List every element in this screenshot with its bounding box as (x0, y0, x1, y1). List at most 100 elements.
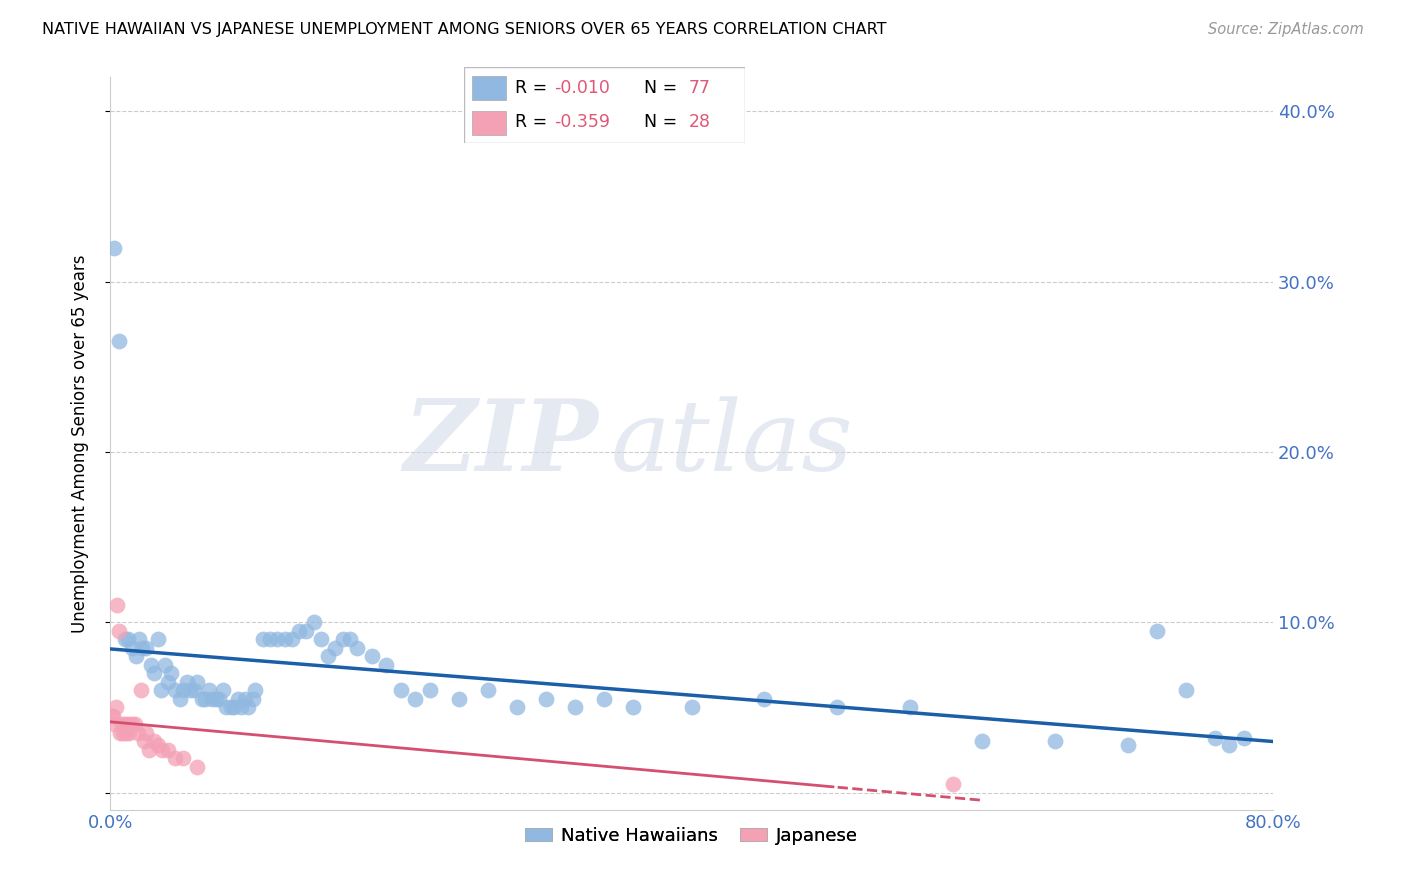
Point (127, 726, 149, 740)
Point (259, 632, 281, 647)
Point (325, 640, 347, 655)
Point (212, 683, 235, 698)
Point (190, 691, 212, 706)
Point (245, 683, 267, 698)
Point (238, 700, 260, 714)
Point (172, 683, 194, 698)
Point (266, 632, 288, 647)
Point (139, 657, 162, 672)
Bar (472, 76, 506, 100)
Point (419, 683, 441, 698)
Point (215, 700, 238, 714)
Point (100, 709, 122, 723)
Point (183, 683, 205, 698)
Point (142, 666, 165, 681)
Point (447, 691, 470, 706)
Point (972, 734, 994, 748)
Point (146, 632, 169, 647)
Point (135, 726, 157, 740)
Point (375, 657, 398, 672)
Point (360, 649, 382, 664)
Point (1116, 738, 1139, 752)
Point (124, 717, 146, 731)
Point (111, 717, 134, 731)
Point (117, 717, 139, 731)
Point (316, 649, 339, 664)
Point (229, 700, 252, 714)
Point (115, 726, 138, 740)
Point (332, 632, 354, 647)
Point (165, 683, 187, 698)
Point (242, 691, 264, 706)
Point (110, 726, 132, 740)
Point (1233, 731, 1256, 745)
Point (142, 734, 165, 748)
Point (389, 683, 412, 698)
Point (125, 649, 148, 664)
Point (309, 632, 332, 647)
Point (681, 700, 703, 714)
Text: -0.359: -0.359 (554, 113, 610, 131)
Point (339, 632, 361, 647)
Point (302, 615, 325, 630)
Point (198, 683, 221, 698)
Point (101, 709, 124, 723)
Point (114, 632, 136, 647)
Point (1204, 731, 1226, 745)
Point (152, 743, 174, 757)
Point (219, 700, 242, 714)
Point (118, 726, 141, 740)
Point (186, 674, 208, 689)
Point (295, 624, 318, 638)
Text: NATIVE HAWAIIAN VS JAPANESE UNEMPLOYMENT AMONG SENIORS OVER 65 YEARS CORRELATION: NATIVE HAWAIIAN VS JAPANESE UNEMPLOYMENT… (42, 22, 887, 37)
Point (128, 632, 150, 647)
Point (942, 777, 965, 791)
Point (157, 743, 180, 757)
Point (105, 599, 128, 613)
Point (273, 632, 295, 647)
Point (593, 691, 616, 706)
Point (107, 624, 129, 638)
Text: Source: ZipAtlas.com: Source: ZipAtlas.com (1208, 22, 1364, 37)
Point (233, 691, 256, 706)
Point (121, 640, 143, 655)
Point (169, 691, 191, 706)
Point (107, 334, 129, 349)
Point (205, 691, 228, 706)
Point (506, 700, 529, 714)
Text: -0.010: -0.010 (554, 79, 610, 97)
FancyBboxPatch shape (464, 67, 745, 143)
Point (477, 683, 499, 698)
Point (1043, 734, 1066, 748)
Point (132, 734, 155, 748)
Point (754, 691, 776, 706)
Point (288, 624, 311, 638)
Text: ZIP: ZIP (404, 395, 599, 491)
Point (534, 691, 557, 706)
Point (222, 700, 245, 714)
Point (117, 632, 139, 647)
Point (208, 691, 231, 706)
Point (149, 683, 172, 698)
Point (825, 700, 848, 714)
Point (404, 691, 426, 706)
Point (129, 683, 152, 698)
Legend: Native Hawaiians, Japanese: Native Hawaiians, Japanese (517, 820, 865, 852)
Text: R =: R = (515, 113, 553, 131)
Point (112, 726, 135, 740)
Bar (472, 111, 506, 136)
Point (121, 717, 143, 731)
Point (346, 640, 368, 655)
Point (157, 674, 180, 689)
Point (179, 683, 201, 698)
Point (281, 632, 304, 647)
Point (103, 717, 125, 731)
Point (138, 743, 160, 757)
Point (114, 717, 136, 731)
Text: R =: R = (515, 79, 553, 97)
Point (165, 751, 187, 765)
Point (176, 674, 198, 689)
Point (193, 691, 215, 706)
Point (103, 241, 125, 255)
Point (104, 700, 127, 714)
